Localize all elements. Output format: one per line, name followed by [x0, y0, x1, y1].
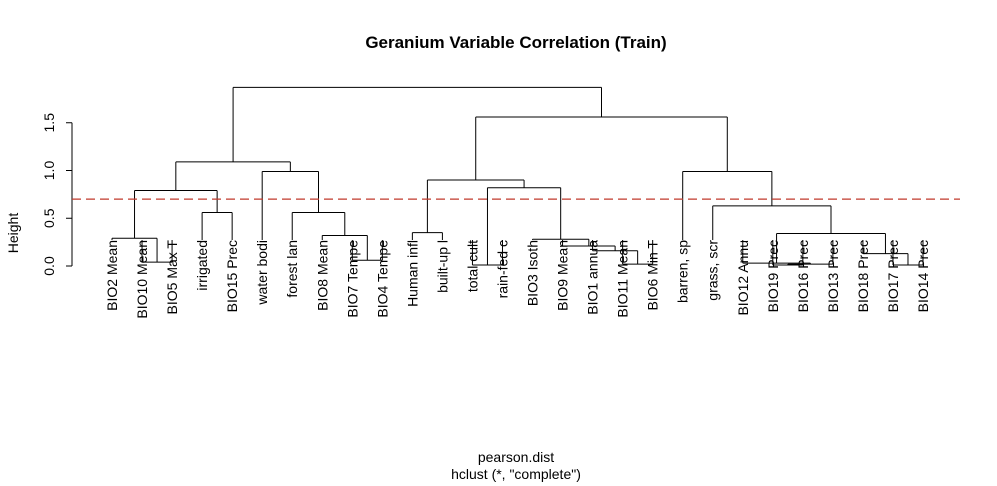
leaf-label: rain-fed c: [494, 240, 510, 298]
leaf-label: BIO16 Prec: [795, 240, 811, 312]
chart-title: Geranium Variable Correlation (Train): [365, 33, 666, 52]
leaf-label: BIO8 Mean: [314, 240, 330, 311]
leaf-labels: BIO2 Mean BIO10 Mean BIO5 Max T irrigated BI…: [104, 240, 931, 319]
leaf-label: BIO11 Mean: [615, 240, 631, 318]
leaf-label: BIO10 Mean: [134, 240, 150, 319]
leaf-label: BIO3 Isoth: [525, 240, 541, 306]
leaf-label: BIO12 Annu: [735, 240, 751, 316]
leaf-label: BIO19 Prec: [765, 240, 781, 312]
leaf-label: BIO13 Prec: [825, 240, 841, 312]
y-tick-label: 1.5: [41, 113, 57, 133]
leaf-label: BIO5 Max T: [164, 240, 180, 315]
leaf-label: total cult: [464, 240, 480, 292]
x-axis-subtitle: hclust (*, "complete"): [451, 466, 581, 482]
dendrogram-branches: [111, 86, 924, 266]
y-tick-label: 0.0: [41, 256, 57, 276]
leaf-label: BIO6 Min T: [645, 240, 661, 311]
leaf-label: irrigated: [194, 240, 210, 291]
leaf-label: grass, scr: [705, 240, 721, 301]
leaf-label: built-up l: [434, 240, 450, 293]
leaf-label: BIO17 Prec: [885, 240, 901, 312]
leaf-label: BIO18 Prec: [855, 240, 871, 312]
leaf-label: Human infl: [404, 240, 420, 307]
leaf-label: forest lan: [284, 240, 300, 298]
leaf-label: water bodi: [254, 240, 270, 306]
y-tick-label: 0.5: [41, 208, 57, 228]
leaf-label: BIO14 Prec: [915, 240, 931, 312]
leaf-label: barren, sp: [675, 240, 691, 303]
leaf-label: BIO7 Tempe: [344, 240, 360, 318]
leaf-label: BIO4 Tempe: [374, 240, 390, 318]
leaf-label: BIO2 Mean: [104, 240, 120, 311]
y-axis: 0.0 0.5 1.0 1.5: [41, 113, 73, 276]
y-tick-label: 1.0: [41, 161, 57, 181]
y-axis-label: Height: [5, 213, 21, 254]
leaf-label: BIO1 annua: [585, 240, 601, 315]
leaf-label: BIO9 Mean: [555, 240, 571, 311]
x-axis-label: pearson.dist: [478, 449, 554, 465]
leaf-label: BIO15 Prec: [224, 240, 240, 312]
